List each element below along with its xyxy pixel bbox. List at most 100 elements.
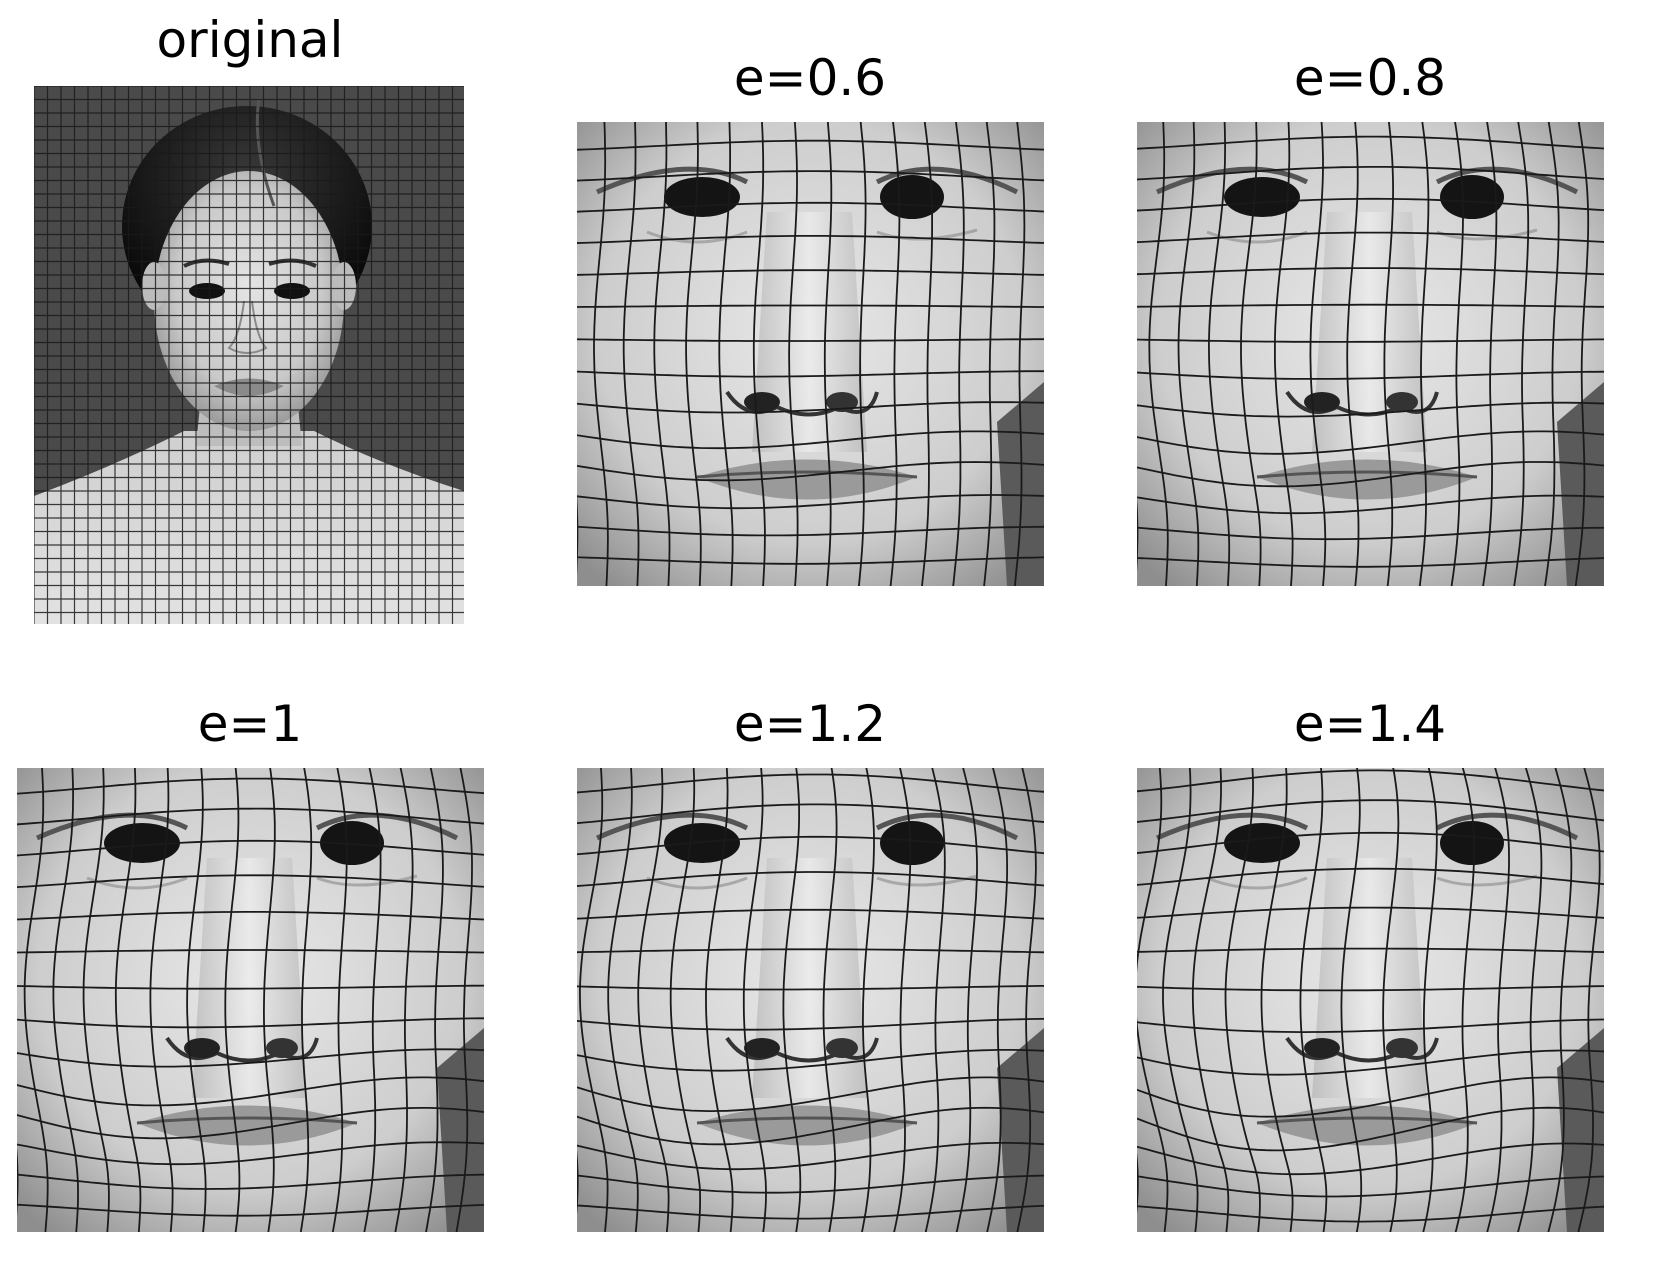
panel-title-e1: e=1	[197, 695, 303, 753]
warped-grid-line	[425, 768, 444, 1232]
warped-grid-line	[1177, 122, 1200, 586]
warped-grid-line	[952, 122, 965, 586]
warped-grid-line	[1137, 557, 1604, 568]
warped-grid-line	[1014, 122, 1026, 586]
warped-grid-line	[577, 1204, 1044, 1220]
warped-grid-line	[186, 768, 207, 1232]
warped-grid-line	[685, 122, 702, 586]
warped-grid-line	[921, 122, 933, 586]
warped-grid-line	[1137, 799, 1604, 823]
warped-grid-line	[1547, 768, 1573, 1232]
warped-grid-line	[1574, 122, 1590, 586]
warped-grid-line	[1137, 867, 1604, 886]
warped-grid-line	[577, 835, 1044, 856]
warped-grid-line	[17, 874, 484, 889]
warped-grid-line	[577, 269, 1044, 276]
warped-grid-line	[1137, 494, 1604, 515]
warped-grid-line	[17, 1141, 484, 1166]
warped-grid-line	[1382, 768, 1400, 1232]
warped-grid-line	[1454, 768, 1475, 1232]
warped-grid-line	[1137, 985, 1604, 992]
panel-title-e12: e=1.2	[733, 695, 887, 753]
warped-grid-line	[1137, 526, 1604, 541]
warped-grid-line	[669, 768, 701, 1232]
warped-grid-line	[1137, 430, 1604, 455]
original-portrait-image	[34, 86, 464, 624]
warped-grid-line	[1299, 768, 1328, 1232]
warped-grid-line	[1482, 122, 1498, 586]
warped-grid-line	[593, 122, 609, 586]
warped-grid-line	[577, 1149, 579, 1215]
warped-grid-line	[607, 768, 639, 1232]
warped-grid-line	[577, 1049, 1044, 1072]
warped-grid-line	[1137, 401, 1604, 418]
warped-face-e14-image	[1137, 768, 1604, 1232]
warped-grid-line	[653, 122, 671, 586]
warped-grid-line	[577, 461, 1044, 482]
warped-grid-line	[17, 1173, 484, 1190]
warped-grid-line	[17, 1203, 484, 1217]
warped-grid-line	[577, 235, 1044, 244]
warped-grid-line	[1340, 768, 1363, 1232]
warped-grid-line	[17, 807, 484, 826]
warped-grid-line	[1207, 122, 1231, 586]
warped-grid-line	[17, 911, 484, 921]
warped-grid-line	[986, 768, 1008, 1232]
warped-grid-line	[17, 1107, 484, 1140]
warped-grid-line	[622, 122, 640, 586]
warped-grid-line	[1137, 1152, 1139, 1214]
warped-grid-line	[1137, 267, 1604, 276]
warped-grid-line	[577, 948, 1044, 954]
warped-grid-line	[1137, 831, 1604, 854]
warped-grid-line	[1137, 231, 1604, 244]
warped-grid-line	[577, 1106, 1044, 1146]
panel-title-e08: e=0.8	[1293, 49, 1447, 107]
panel-title-e06: e=0.6	[733, 49, 887, 107]
warped-grid-line	[331, 768, 348, 1232]
warped-grid-line	[1137, 166, 1604, 181]
warped-face-e1-image	[17, 768, 484, 1232]
warped-grid-line	[577, 494, 1044, 510]
warped-grid-line	[1513, 122, 1530, 586]
warped-grid-line	[1137, 1175, 1604, 1198]
warped-grid-line	[983, 122, 996, 586]
warped-grid-line	[893, 768, 912, 1232]
warped-grid-line	[1137, 947, 1604, 953]
warped-grid-line	[705, 768, 734, 1232]
warped-grid-line	[1577, 768, 1601, 1232]
warped-grid-line	[149, 768, 174, 1232]
warped-grid-line	[577, 984, 1044, 991]
warped-grid-line	[114, 768, 142, 1232]
warped-grid-line	[578, 768, 609, 1232]
warped-grid-line	[1016, 768, 1037, 1232]
warped-grid-line	[363, 768, 382, 1232]
panel-title-original: original	[156, 11, 344, 69]
warped-grid-line	[1137, 497, 1139, 572]
warped-grid-line	[924, 768, 946, 1232]
warped-grid-line	[1137, 1205, 1604, 1223]
warped-grid-line	[822, 768, 838, 1232]
warped-grid-line	[1260, 768, 1294, 1232]
warped-grid-line	[1346, 122, 1360, 586]
warped-grid-line	[742, 768, 767, 1232]
warped-grid-line	[577, 1017, 1044, 1031]
warped-grid-line	[1137, 1018, 1604, 1034]
warped-grid-line	[1422, 768, 1438, 1232]
warped-grid-line	[1137, 461, 1604, 488]
warped-grid-line	[1224, 768, 1261, 1232]
warped-grid-line	[577, 1142, 1044, 1171]
panel-title-e14: e=1.4	[1293, 695, 1447, 753]
warped-grid-line	[782, 768, 802, 1232]
warped-grid-line	[577, 170, 1044, 182]
warped-grid-line	[1240, 122, 1262, 586]
warped-grid-line	[577, 139, 1044, 151]
warped-grid-line	[17, 1076, 484, 1107]
warped-grid-line	[1137, 303, 1604, 308]
warped-grid-line	[17, 1017, 484, 1029]
warped-grid-line	[1137, 1049, 1604, 1076]
warped-grid-line	[577, 871, 1044, 887]
warped-grid-line	[577, 556, 1044, 565]
warped-grid-line	[1137, 1076, 1604, 1118]
warped-grid-line	[577, 773, 1044, 794]
warped-grid-line	[577, 1174, 1044, 1194]
